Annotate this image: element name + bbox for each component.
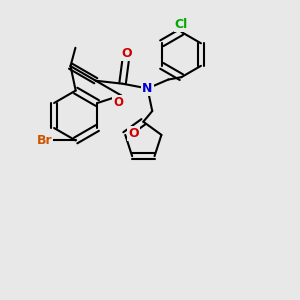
Text: O: O bbox=[122, 47, 132, 61]
Text: O: O bbox=[113, 96, 123, 109]
Text: N: N bbox=[142, 82, 153, 95]
Text: Cl: Cl bbox=[175, 18, 188, 31]
Text: Br: Br bbox=[36, 134, 52, 147]
Text: O: O bbox=[128, 127, 139, 140]
